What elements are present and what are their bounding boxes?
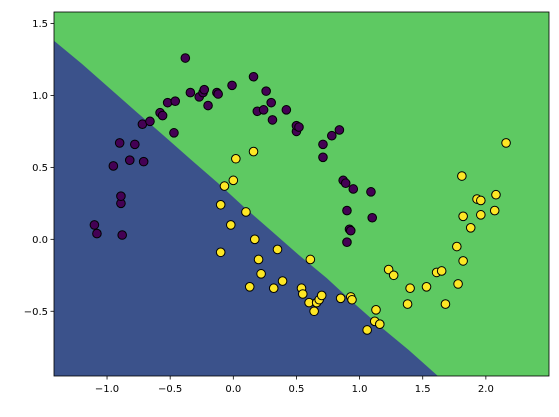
point-class-1 [421, 281, 432, 292]
plot-frame [53, 11, 550, 377]
x-tick-label: −1.0 [95, 384, 119, 395]
point-class-0 [367, 212, 378, 223]
point-class-1 [440, 299, 451, 309]
point-class-0 [169, 128, 179, 138]
point-class-0 [124, 155, 135, 165]
point-class-0 [342, 237, 352, 247]
point-class-0 [342, 205, 352, 216]
point-class-1 [248, 146, 259, 157]
point-class-1 [374, 319, 385, 330]
point-class-1 [305, 254, 316, 265]
y-tick-label: 0.5 [32, 163, 48, 174]
x-tick-label: 1.5 [415, 384, 431, 395]
point-class-1 [215, 199, 226, 210]
point-class-1 [436, 266, 447, 276]
point-class-1 [501, 138, 511, 148]
point-class-1 [244, 281, 255, 292]
point-class-1 [225, 220, 236, 230]
point-class-0 [281, 105, 292, 115]
point-class-0 [345, 225, 356, 236]
point-class-1 [347, 294, 357, 305]
point-class-0 [138, 156, 149, 167]
point-class-1 [457, 171, 467, 181]
point-class-0 [248, 71, 259, 82]
point-class-1 [256, 269, 266, 279]
point-class-0 [108, 161, 119, 171]
point-class-0 [89, 220, 100, 230]
point-class-1 [241, 207, 251, 217]
point-class-1 [309, 306, 319, 317]
point-class-0 [267, 115, 278, 125]
point-class-0 [366, 187, 376, 197]
point-class-0 [157, 110, 168, 121]
point-class-1 [249, 234, 260, 245]
point-class-1 [458, 211, 468, 222]
x-tick-label: 1.0 [352, 384, 368, 395]
x-tick-label: 0.0 [225, 384, 241, 395]
point-class-0 [203, 100, 213, 111]
y-tick-label: 0.0 [32, 235, 48, 246]
point-class-1 [405, 283, 415, 294]
point-class-1 [231, 153, 241, 164]
y-tick-label: −0.5 [24, 307, 48, 318]
point-class-1 [253, 254, 264, 265]
point-class-0 [261, 86, 271, 96]
point-class-1 [453, 279, 463, 289]
point-class-0 [170, 96, 181, 107]
point-class-0 [258, 105, 269, 115]
point-class-0 [92, 228, 102, 239]
point-class-1 [272, 244, 283, 255]
point-class-0 [294, 122, 304, 132]
point-class-0 [318, 139, 328, 150]
point-class-1 [268, 283, 279, 294]
x-tick-label: −0.5 [158, 384, 182, 395]
point-class-0 [318, 152, 328, 163]
point-class-0 [340, 178, 351, 189]
point-class-0 [185, 87, 196, 98]
point-class-0 [145, 116, 155, 127]
point-class-1 [335, 293, 346, 304]
point-class-1 [297, 289, 308, 299]
point-class-0 [334, 125, 345, 135]
point-class-1 [219, 181, 230, 191]
y-tick-label: 1.0 [32, 91, 48, 102]
point-class-0 [266, 97, 276, 108]
point-class-1 [465, 223, 476, 233]
x-tick-label: 2.0 [478, 384, 494, 395]
point-class-0 [117, 230, 127, 240]
point-class-0 [199, 84, 210, 95]
region-class-0 [54, 12, 438, 376]
y-tick-label: 1.5 [32, 19, 48, 30]
point-class-0 [348, 184, 359, 194]
data-points [89, 53, 511, 335]
point-class-0 [116, 191, 126, 201]
point-class-1 [489, 205, 500, 216]
point-class-1 [476, 195, 486, 206]
point-class-1 [388, 270, 399, 281]
x-axis: −1.0 −0.5 0.0 0.5 1.0 1.5 2.0 [95, 376, 494, 395]
point-class-0 [213, 89, 223, 99]
point-class-1 [215, 247, 226, 258]
point-class-1 [491, 189, 501, 200]
x-tick-label: 0.5 [288, 384, 304, 395]
point-class-1 [476, 210, 486, 220]
y-axis: −0.5 0.0 0.5 1.0 1.5 [24, 19, 54, 318]
point-class-0 [114, 138, 125, 148]
point-class-1 [402, 299, 413, 309]
point-class-1 [371, 305, 381, 315]
point-class-0 [180, 53, 191, 63]
point-class-0 [130, 139, 140, 150]
point-class-0 [227, 80, 237, 91]
point-class-1 [458, 256, 468, 266]
point-class-1 [228, 175, 239, 186]
point-class-1 [277, 276, 288, 286]
point-class-0 [327, 130, 337, 141]
point-class-1 [452, 241, 462, 252]
decision-regions [54, 12, 549, 376]
point-class-1 [362, 325, 372, 335]
point-class-1 [316, 290, 327, 301]
